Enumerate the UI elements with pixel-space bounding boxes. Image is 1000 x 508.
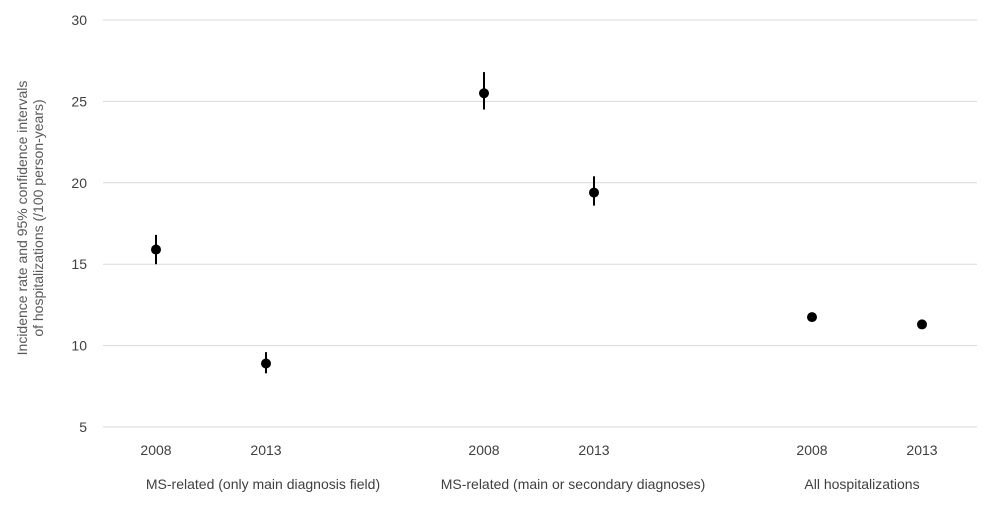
data-point xyxy=(917,319,927,330)
y-axis-title-line-2: of hospitalizations (/100 person-years) xyxy=(30,99,46,336)
data-point xyxy=(807,312,817,323)
data-point xyxy=(589,187,599,198)
y-tick-label: 30 xyxy=(71,12,87,28)
y-tick-label: 25 xyxy=(71,93,87,109)
x-group-label: All hospitalizations xyxy=(804,476,919,492)
data-point xyxy=(151,244,161,255)
x-tick-label-year: 2008 xyxy=(140,442,171,458)
y-axis-ticks: 5 10 15 20 25 30 xyxy=(71,12,87,435)
x-tick-label-year: 2013 xyxy=(906,442,937,458)
y-tick-label: 20 xyxy=(71,175,87,191)
x-tick-label-year: 2008 xyxy=(468,442,499,458)
x-tick-label-year: 2008 xyxy=(796,442,827,458)
y-tick-label: 15 xyxy=(71,256,87,272)
x-tick-label-year: 2013 xyxy=(250,442,281,458)
x-group-label: MS-related (main or secondary diagnoses) xyxy=(441,476,706,492)
data-point xyxy=(261,358,271,369)
y-axis-title: Incidence rate and 95% confidence interv… xyxy=(14,81,46,356)
gridlines xyxy=(103,19,977,428)
data-points xyxy=(151,88,927,369)
x-group-label: MS-related (only main diagnosis field) xyxy=(146,476,380,492)
y-axis-title-line-1: Incidence rate and 95% confidence interv… xyxy=(14,81,30,356)
data-point xyxy=(479,88,489,99)
confidence-intervals xyxy=(155,72,595,374)
y-tick-label: 10 xyxy=(71,338,87,354)
x-tick-label-year: 2013 xyxy=(578,442,609,458)
x-axis-year-labels: 2008 2013 2008 2013 2008 2013 xyxy=(140,442,937,458)
y-tick-label: 5 xyxy=(79,419,87,435)
x-axis-group-labels: MS-related (only main diagnosis field) MS… xyxy=(146,476,920,492)
